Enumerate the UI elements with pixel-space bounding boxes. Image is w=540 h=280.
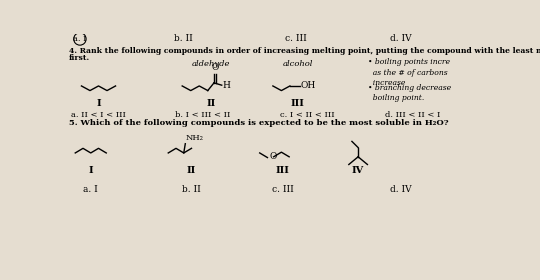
Text: 5. Which of the following compounds is expected to be the most soluble in H₂O?: 5. Which of the following compounds is e… (69, 119, 449, 127)
Text: OH: OH (301, 81, 316, 90)
Text: a. I: a. I (73, 35, 86, 43)
Text: d. IV: d. IV (390, 34, 411, 43)
Text: NH₂: NH₂ (185, 134, 203, 142)
Text: IV: IV (352, 166, 365, 175)
Text: c. III: c. III (272, 185, 294, 193)
Text: b. II: b. II (182, 185, 201, 193)
Text: b. II: b. II (174, 34, 193, 43)
Text: • boiling points incre
  as the # of carbons
  increase: • boiling points incre as the # of carbo… (368, 58, 450, 87)
Text: II: II (187, 166, 196, 175)
Text: O: O (211, 63, 219, 72)
Text: I: I (89, 166, 93, 175)
Text: a. II < I < III: a. II < I < III (71, 111, 126, 119)
Text: first.: first. (69, 53, 90, 62)
Text: 4. Rank the following compounds in order of increasing melting point, putting th: 4. Rank the following compounds in order… (69, 47, 540, 55)
Text: c. I < II < III: c. I < II < III (280, 111, 335, 119)
Text: b. I < III < II: b. I < III < II (176, 111, 231, 119)
Text: d. IV: d. IV (390, 185, 411, 193)
Text: c. III: c. III (285, 34, 307, 43)
Text: H: H (222, 81, 231, 90)
Text: aldehyde: aldehyde (192, 60, 230, 68)
Text: d. III < II < I: d. III < II < I (384, 111, 440, 119)
Text: O: O (269, 151, 276, 160)
Text: I: I (96, 99, 101, 108)
Text: III: III (276, 166, 290, 175)
Text: alcohol: alcohol (282, 60, 313, 68)
Text: III: III (291, 99, 305, 108)
Text: • branching decrease
  boiling point.: • branching decrease boiling point. (368, 84, 451, 102)
Text: a. I: a. I (83, 185, 98, 193)
Text: II: II (206, 99, 215, 108)
